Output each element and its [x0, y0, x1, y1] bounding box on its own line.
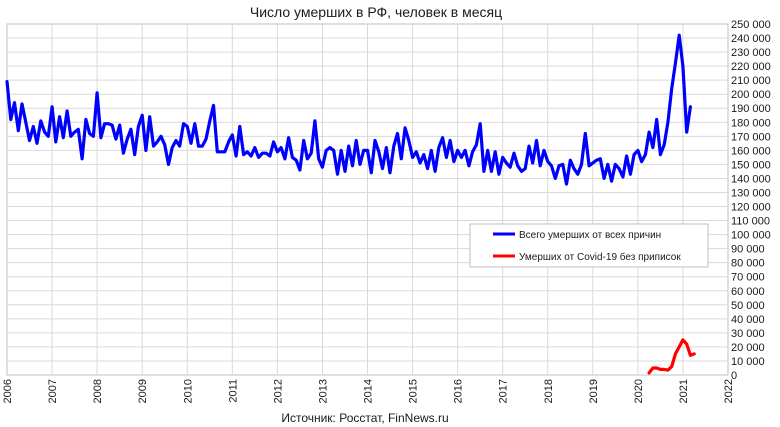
- y-tick-label: 80 000: [731, 258, 765, 270]
- y-tick-label: 70 000: [731, 272, 765, 284]
- y-tick-label: 110 000: [731, 216, 770, 228]
- y-tick-label: 20 000: [731, 342, 765, 354]
- legend-label-total: Всего умерших от всех причин: [519, 230, 661, 241]
- source-note: Источник: Росстат, FinNews.ru: [281, 411, 448, 425]
- series-line-covid: [647, 338, 696, 375]
- x-tick-label: 2020: [633, 379, 645, 403]
- x-tick-label: 2016: [453, 379, 465, 403]
- x-tick-label: 2017: [498, 379, 510, 403]
- legend-label-covid: Умерших от Covid-19 без приписок: [519, 251, 681, 263]
- x-tick-label: 2010: [182, 379, 194, 403]
- y-tick-label: 120 000: [731, 202, 771, 214]
- x-tick-label: 2014: [363, 379, 375, 403]
- x-tick-label: 2011: [227, 379, 239, 403]
- y-axis: 0 10 000 20 000 30 000 40 000 50 000 60 000 70 …: [731, 19, 771, 382]
- y-tick-label: 40 000: [731, 314, 765, 326]
- y-tick-label: 10 000: [731, 356, 765, 368]
- y-tick-label: 170 000: [731, 131, 771, 143]
- y-tick-label: 160 000: [731, 145, 771, 157]
- y-tick-label: 180 000: [731, 117, 771, 129]
- y-tick-label: 250 000: [731, 19, 771, 31]
- x-tick-label: 2018: [543, 379, 555, 403]
- y-tick-label: 60 000: [731, 286, 765, 298]
- x-axis: 2006 2007 2008 2009 2010 2011 2012 2013 2014 2015…: [2, 379, 735, 403]
- y-tick-label: 30 000: [731, 328, 765, 340]
- y-tick-label: 140 000: [731, 173, 771, 185]
- legend: Всего умерших от всех причин Умерших от …: [469, 223, 709, 268]
- x-tick-label: 2012: [272, 379, 284, 403]
- x-tick-label: 2006: [2, 379, 14, 403]
- y-tick-label: 50 000: [731, 300, 765, 312]
- y-tick-label: 200 000: [731, 89, 771, 101]
- y-tick-label: 130 000: [731, 187, 771, 199]
- x-tick-label: 2021: [678, 379, 690, 403]
- x-tick-label: 2022: [723, 379, 735, 403]
- x-tick-label: 2009: [137, 379, 149, 403]
- y-tick-label: 190 000: [731, 103, 771, 115]
- series-line-total: [5, 33, 693, 186]
- y-tick-label: 0: [731, 370, 737, 382]
- y-tick-label: 240 000: [731, 33, 771, 45]
- x-tick-label: 2013: [317, 379, 329, 403]
- x-tick-label: 2019: [588, 379, 600, 403]
- y-tick-label: 90 000: [731, 244, 765, 256]
- y-tick-label: 230 000: [731, 47, 771, 59]
- x-tick-label: 2008: [92, 379, 104, 403]
- chart-title: Число умерших в РФ, человек в месяц: [250, 4, 502, 20]
- y-tick-label: 220 000: [731, 61, 771, 73]
- y-tick-label: 100 000: [731, 230, 771, 242]
- x-tick-label: 2015: [408, 379, 420, 403]
- y-tick-label: 210 000: [731, 75, 771, 87]
- legend-box: [469, 223, 709, 268]
- x-tick-label: 2007: [47, 379, 59, 403]
- series-group: [5, 33, 696, 375]
- y-tick-label: 150 000: [731, 159, 771, 171]
